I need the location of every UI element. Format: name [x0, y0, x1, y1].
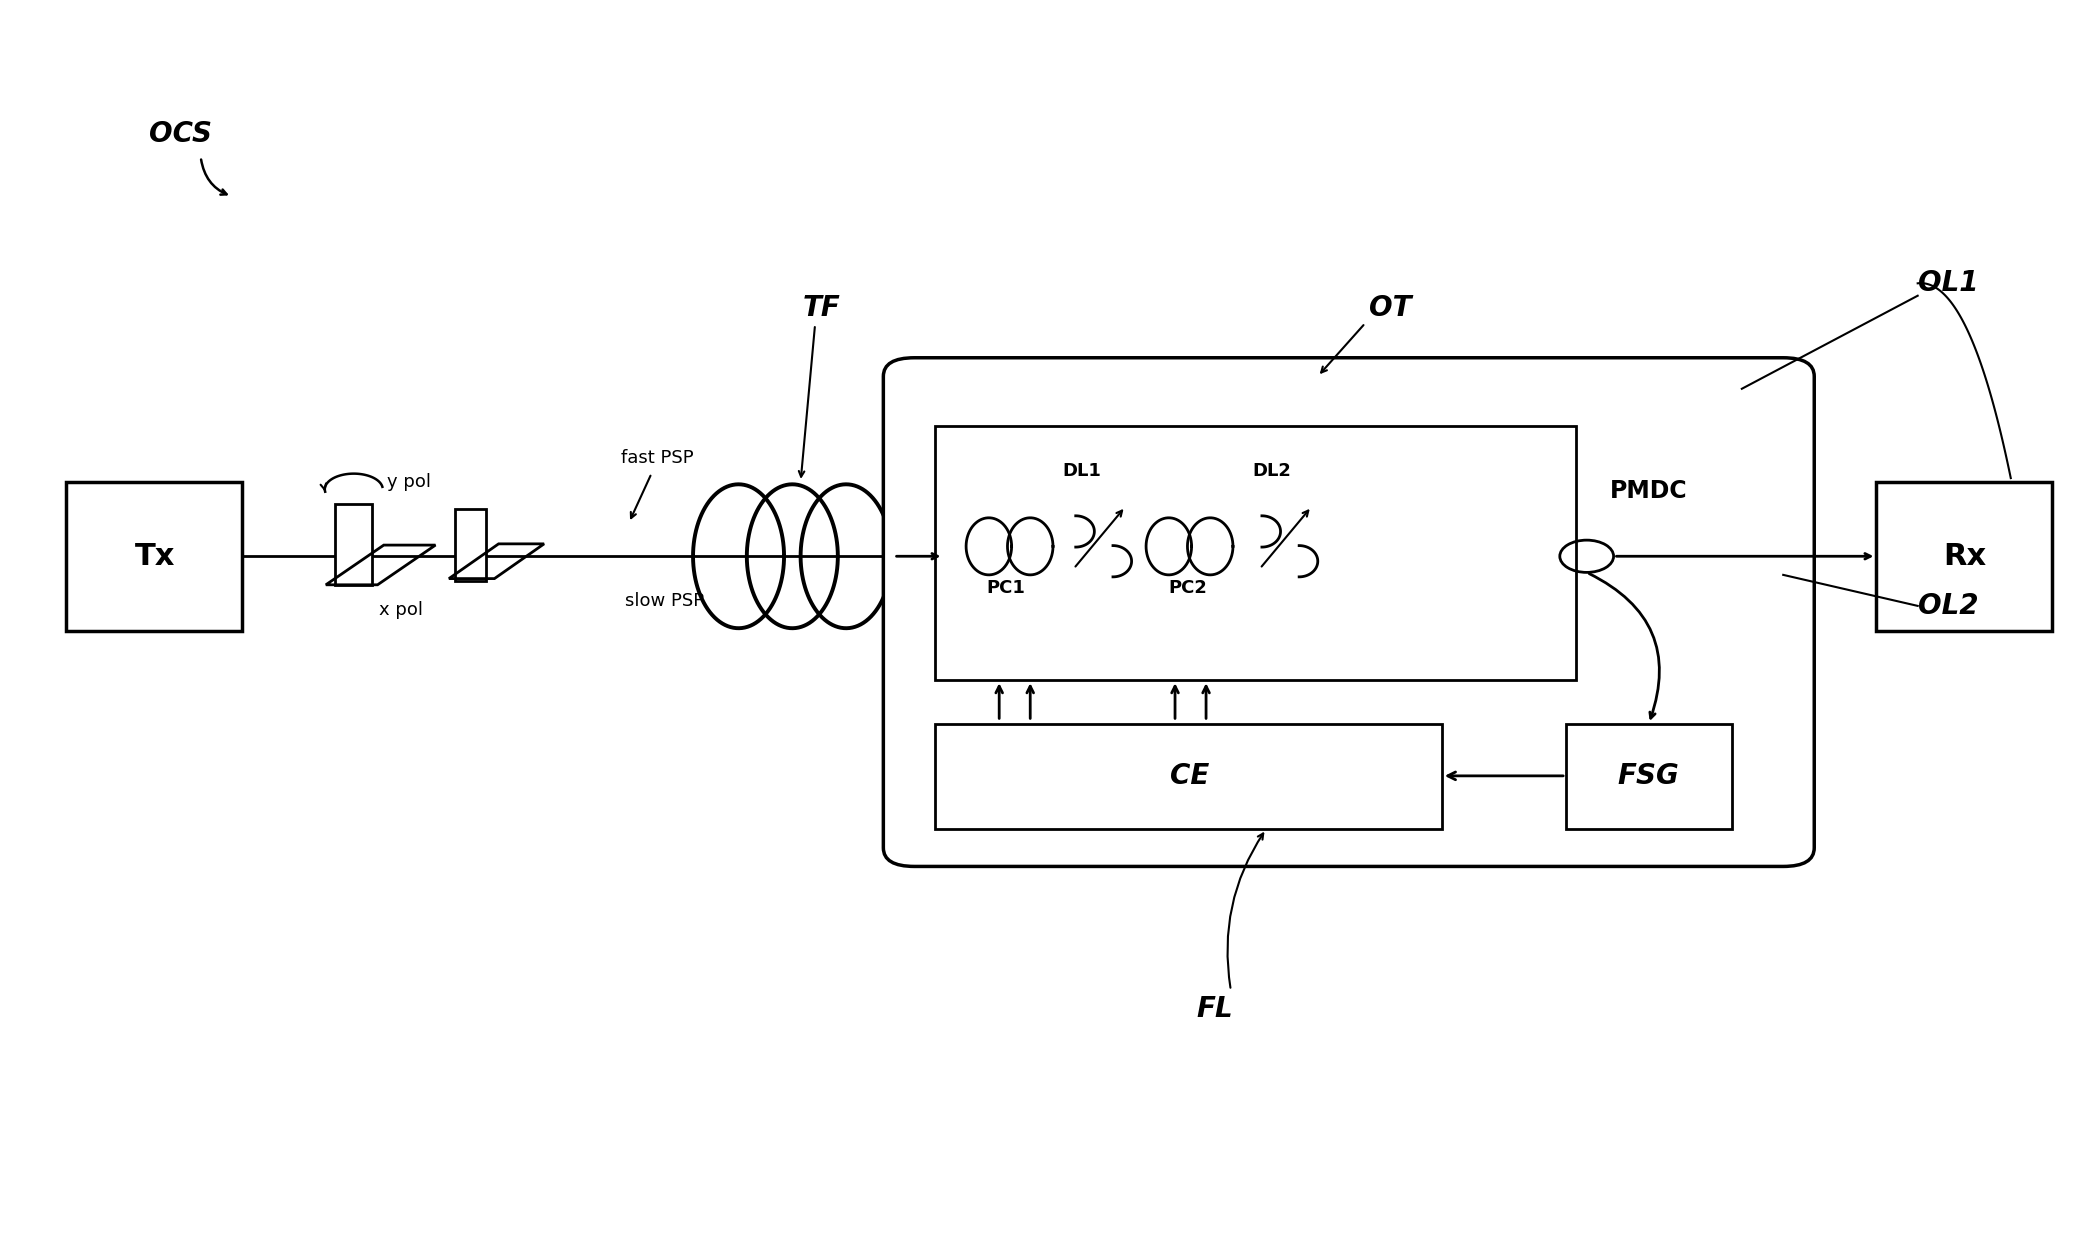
Text: DL1: DL1	[1063, 462, 1101, 480]
Text: Rx: Rx	[1944, 542, 1988, 571]
Text: OCS: OCS	[150, 120, 212, 149]
Text: CE: CE	[1169, 762, 1209, 789]
Text: OT: OT	[1369, 294, 1412, 322]
FancyBboxPatch shape	[883, 357, 1813, 867]
Text: fast PSP: fast PSP	[621, 450, 694, 467]
Bar	[1876, 482, 2052, 631]
Text: Tx: Tx	[135, 542, 174, 571]
Text: DL2: DL2	[1252, 462, 1292, 480]
Bar	[334, 505, 372, 585]
Text: PC2: PC2	[1167, 578, 1207, 597]
Text: TF: TF	[802, 294, 841, 322]
Bar	[1566, 723, 1732, 829]
Text: slow PSP: slow PSP	[625, 592, 704, 610]
Bar	[935, 723, 1441, 829]
Text: OL1: OL1	[1917, 270, 1977, 297]
Bar	[455, 510, 486, 581]
Text: PC1: PC1	[987, 578, 1024, 597]
Bar	[66, 482, 243, 631]
Text: FSG: FSG	[1618, 762, 1680, 789]
Text: PMDC: PMDC	[1610, 478, 1689, 502]
Bar	[935, 426, 1576, 681]
Text: OL2: OL2	[1917, 592, 1977, 620]
Text: FL: FL	[1196, 995, 1232, 1023]
Text: y pol: y pol	[386, 473, 430, 491]
Text: x pol: x pol	[378, 601, 422, 618]
